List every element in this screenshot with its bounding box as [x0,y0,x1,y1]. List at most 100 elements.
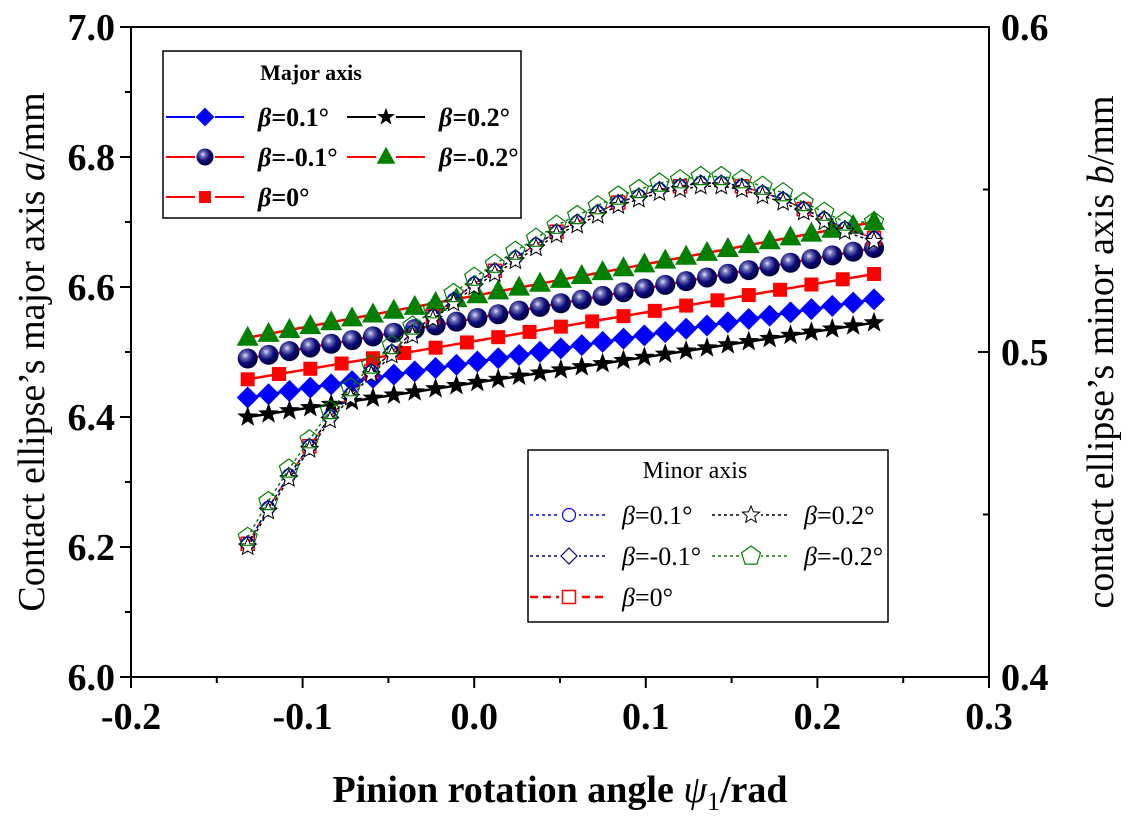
data-point [717,333,739,354]
data-point [508,365,530,386]
data-point [237,348,258,369]
data-point [655,274,676,295]
legend-marker-icon [561,589,577,605]
data-point [258,344,279,365]
data-point [616,309,631,324]
data-point [585,314,600,329]
data-point [759,327,781,348]
data-point [466,371,488,392]
x-tick-label: 0.1 [622,696,670,738]
data-point [591,260,614,281]
data-point [675,244,698,265]
data-point [613,282,634,303]
data-point [669,168,691,189]
data-point [402,315,423,335]
legend-minor-frame [527,449,889,623]
data-point [279,399,300,420]
data-point [404,380,426,401]
data-point [467,307,488,328]
legend-minor-title: Minor axis [643,458,748,484]
data-point [587,194,609,215]
data-point [237,406,259,426]
legend-entry: β=0.2° [347,103,510,132]
data-point [568,213,587,231]
data-point [320,310,343,331]
y-left-tick-label: 7.0 [68,7,116,49]
legend-marker-icon [195,107,215,127]
data-point [320,373,343,396]
x-axis-title: Pinion rotation angle ψ1/rad [332,769,787,816]
data-point [654,343,676,364]
data-point [863,311,885,332]
data-point [299,314,322,335]
legend-marker-icon [560,547,578,565]
data-point [649,172,670,192]
data-point [258,490,279,511]
series-layer [236,165,886,556]
legend-marker-icon [376,146,396,164]
x-tick-label: 0.0 [450,696,498,738]
data-point [780,252,801,273]
data-point [240,372,255,387]
x-tick-label: -0.2 [101,696,161,738]
series-line [247,175,874,538]
data-point [654,248,677,269]
data-point [733,177,751,196]
data-point [591,330,614,353]
x-axis-title-prefix: Pinion rotation angle [332,769,683,811]
data-point [299,396,321,417]
data-point [403,360,426,383]
data-point [696,336,718,357]
data-point [491,330,506,345]
data-point [842,314,864,335]
data-point [863,288,886,311]
legend-marker-bg [559,545,579,567]
legend-marker-bg [741,545,761,567]
data-point [697,267,718,288]
y-right-tick-label: 0.4 [1001,657,1049,699]
data-point [608,185,629,205]
data-point [340,377,361,397]
series-minor-p02 [237,175,884,556]
data-point [821,217,844,238]
data-point [772,181,794,202]
data-point [484,253,506,273]
y-left-tick-label: 6.8 [68,137,116,179]
legend-label: β=-0.1° [257,143,338,172]
data-point [815,209,834,228]
data-point [299,429,320,449]
data-point [362,362,381,381]
y-right-axis-title-suffix: /mm [1080,96,1122,166]
y-left-axis-title-suffix: /mm [11,92,53,162]
legend-label: β=0.2° [438,103,510,132]
data-point [397,345,412,360]
data-point [334,356,349,371]
data-point [446,311,467,332]
legend-label: β=0.2° [803,501,875,530]
data-point [738,330,760,351]
ticks-layer: -0.2 -0.1 0.0 0.1 0.2 0.3 6.0 6.2 6.4 6.6 6.8 7.0 0.… [68,7,1049,738]
data-point [257,321,280,342]
data-point [864,231,884,250]
data-point [801,249,822,270]
data-point [361,302,384,323]
data-point [676,271,697,292]
legend-label: β=0.1° [621,501,693,530]
legend-major-axis: Major axis β=0.1° β=0.2° β=-0.1° β=-0.2° β=0… [162,50,522,219]
legend-marker-icon [561,507,577,523]
data-point [633,252,656,273]
data-point [633,346,655,367]
data-point [444,291,463,309]
data-point [737,307,760,330]
data-point [696,240,719,261]
data-point [341,370,364,393]
legend-marker-icon [199,191,211,203]
data-point [774,190,792,209]
data-point [570,334,593,357]
data-point [592,352,614,373]
legend-marker-bg [559,504,579,526]
data-point [710,293,725,308]
data-point [773,282,788,297]
data-point [365,351,380,366]
